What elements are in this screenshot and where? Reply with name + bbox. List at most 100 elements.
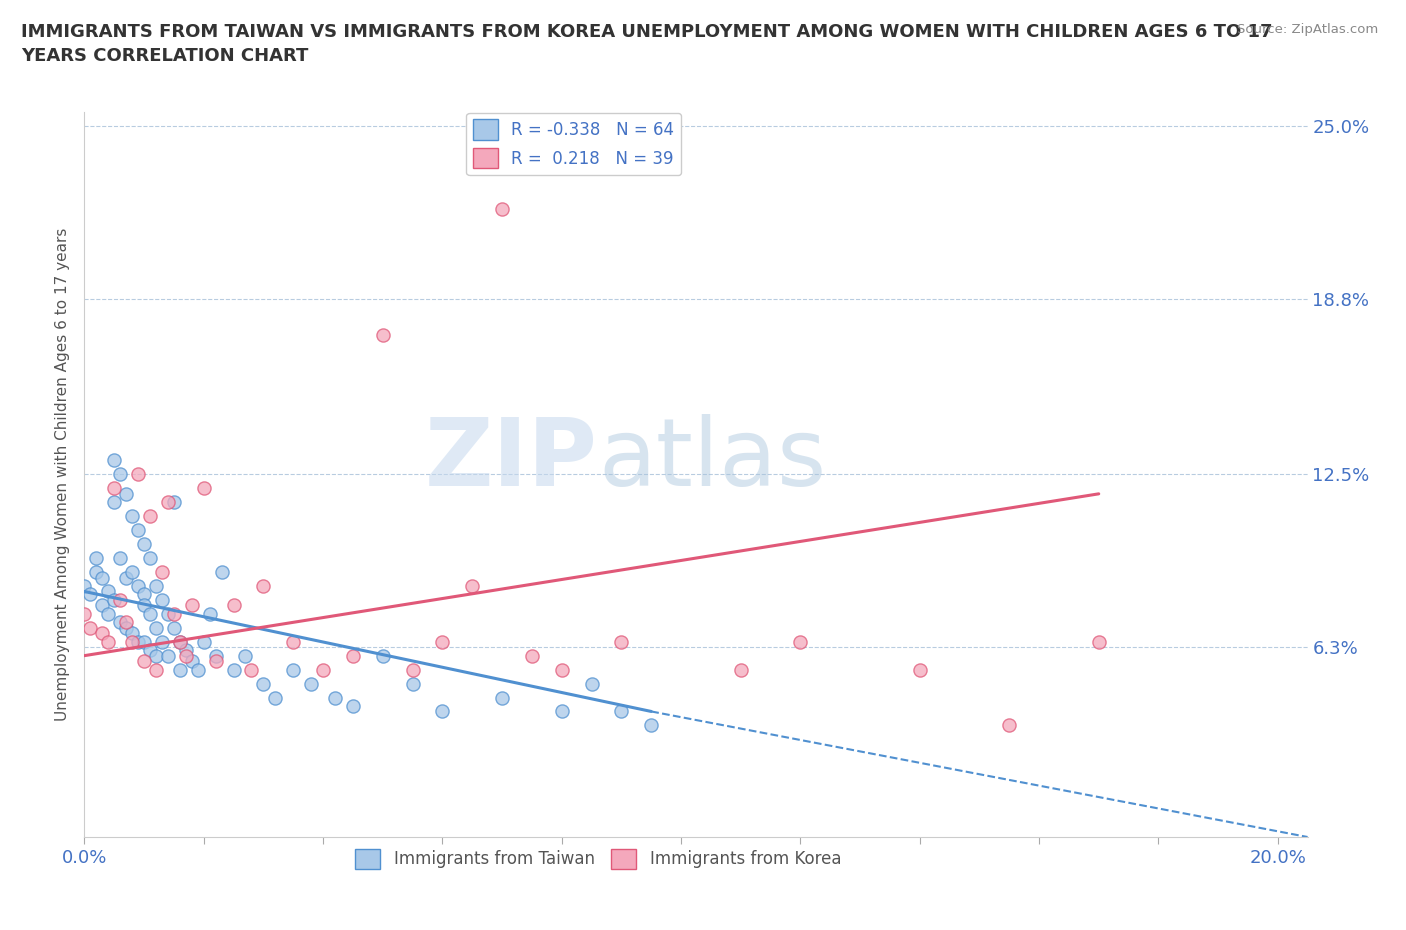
Point (108, 551, 131, 565)
Point (491, 202, 513, 217)
Point (342, 698, 364, 713)
Point (132, 654, 155, 669)
Text: IMMIGRANTS FROM TAIWAN VS IMMIGRANTS FROM KOREA UNEMPLOYMENT AMONG WOMEN WITH CH: IMMIGRANTS FROM TAIWAN VS IMMIGRANTS FRO… (21, 23, 1272, 65)
Point (115, 486, 138, 501)
Point (132, 634, 155, 649)
Point (121, 634, 143, 649)
Point (108, 615, 131, 630)
Point (180, 598, 202, 613)
Point (1087, 634, 1109, 649)
Point (108, 592, 131, 607)
Point (371, 648, 394, 663)
Point (139, 606, 162, 621)
Point (91, 626, 114, 641)
Point (91, 570, 114, 585)
Point (79, 587, 101, 602)
Point (97, 606, 120, 621)
Point (551, 662, 574, 677)
Point (115, 620, 138, 635)
Point (789, 634, 811, 649)
Point (150, 592, 173, 607)
Point (156, 495, 179, 510)
Point (127, 523, 149, 538)
Point (283, 634, 305, 649)
Point (73, 606, 96, 621)
Point (91, 598, 114, 613)
Point (264, 690, 287, 705)
Point (432, 704, 454, 719)
Point (198, 606, 221, 621)
Point (323, 690, 346, 705)
Point (169, 662, 191, 677)
Point (240, 662, 263, 677)
Point (193, 634, 215, 649)
Point (127, 578, 149, 593)
Point (150, 634, 173, 649)
Point (163, 620, 186, 635)
Point (103, 453, 125, 468)
Point (169, 634, 191, 649)
Text: Source: ZipAtlas.com: Source: ZipAtlas.com (1237, 23, 1378, 36)
Point (730, 662, 752, 677)
Point (103, 495, 125, 510)
Point (222, 598, 245, 613)
Point (174, 643, 197, 658)
Point (204, 654, 226, 669)
Point (299, 676, 322, 691)
Point (551, 704, 574, 719)
Point (97, 634, 120, 649)
Point (432, 634, 454, 649)
Point (174, 648, 197, 663)
Point (127, 634, 149, 649)
Text: ZIP: ZIP (425, 414, 598, 506)
Point (581, 676, 603, 691)
Point (97, 584, 120, 599)
Point (193, 481, 215, 496)
Point (491, 690, 513, 705)
Point (79, 620, 101, 635)
Point (156, 606, 179, 621)
Point (156, 648, 179, 663)
Point (204, 648, 226, 663)
Point (222, 662, 245, 677)
Point (139, 643, 162, 658)
Legend: Immigrants from Taiwan, Immigrants from Korea: Immigrants from Taiwan, Immigrants from … (349, 843, 848, 876)
Point (145, 648, 167, 663)
Point (640, 718, 662, 733)
Point (132, 587, 155, 602)
Point (998, 718, 1021, 733)
Point (139, 551, 162, 565)
Point (84, 551, 107, 565)
Y-axis label: Unemployment Among Women with Children Ages 6 to 17 years: Unemployment Among Women with Children A… (55, 228, 70, 721)
Point (252, 578, 274, 593)
Point (163, 495, 186, 510)
Point (252, 676, 274, 691)
Point (103, 592, 125, 607)
Point (73, 578, 96, 593)
Point (145, 578, 167, 593)
Point (132, 598, 155, 613)
Point (145, 620, 167, 635)
Point (211, 565, 233, 579)
Point (371, 327, 394, 342)
Point (401, 676, 423, 691)
Point (520, 648, 543, 663)
Point (150, 565, 173, 579)
Point (401, 662, 423, 677)
Point (180, 654, 202, 669)
Point (127, 467, 149, 482)
Point (908, 662, 931, 677)
Point (610, 634, 633, 649)
Text: atlas: atlas (598, 414, 827, 506)
Point (103, 481, 125, 496)
Point (461, 578, 484, 593)
Point (115, 615, 138, 630)
Point (187, 662, 209, 677)
Point (163, 606, 186, 621)
Point (235, 648, 257, 663)
Point (121, 509, 143, 524)
Point (169, 634, 191, 649)
Point (132, 537, 155, 551)
Point (145, 662, 167, 677)
Point (283, 662, 305, 677)
